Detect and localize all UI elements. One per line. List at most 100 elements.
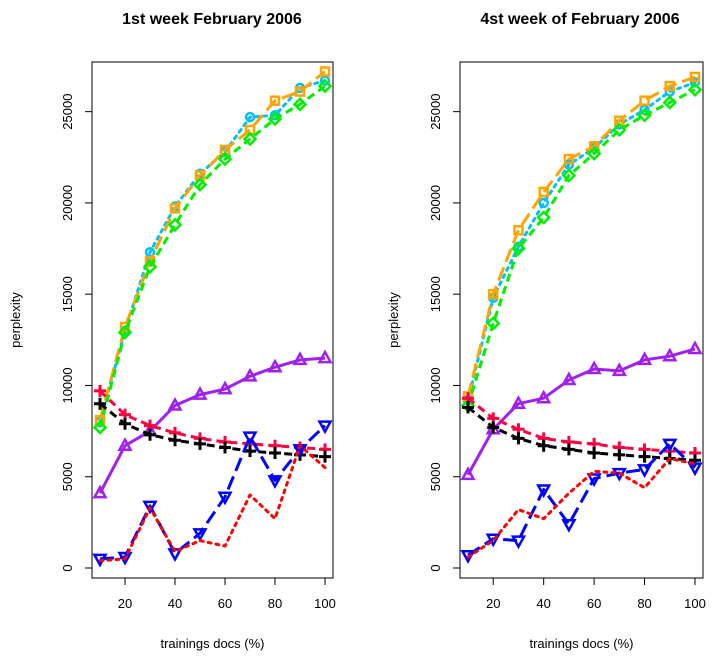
x-tick-label: 60 xyxy=(587,596,601,611)
data-point xyxy=(639,95,650,106)
series-line-3 xyxy=(98,84,326,428)
data-point xyxy=(169,434,181,447)
data-point xyxy=(513,225,524,236)
series-line-4 xyxy=(466,347,696,476)
chart-panel-2: 4st week of February 2006 trainings docs … xyxy=(386,11,706,651)
data-point xyxy=(119,417,131,430)
data-point xyxy=(94,384,106,397)
data-point xyxy=(487,421,500,434)
data-point xyxy=(536,484,552,499)
chart-panel-1: 1st week February 2006 trainings docs (%)… xyxy=(8,11,336,651)
data-point xyxy=(588,446,601,459)
y-tick-label: 15000 xyxy=(428,276,443,312)
y-tick-label: 25000 xyxy=(428,94,443,130)
series-line-8 xyxy=(466,457,697,559)
series-line-1 xyxy=(98,79,327,424)
x-tick-label: 20 xyxy=(486,596,500,611)
data-point xyxy=(662,438,678,453)
plot-frame xyxy=(91,61,334,579)
data-point xyxy=(687,340,703,355)
y-tick-label: 20000 xyxy=(428,185,443,221)
data-point xyxy=(142,259,158,275)
data-point xyxy=(117,551,133,566)
data-point xyxy=(586,473,602,488)
data-point xyxy=(217,491,233,506)
data-point xyxy=(485,533,501,548)
data-point xyxy=(169,203,181,214)
data-point xyxy=(244,111,256,123)
data-point xyxy=(117,437,133,451)
data-point xyxy=(317,78,333,94)
data-point xyxy=(242,367,258,382)
data-point xyxy=(687,462,703,477)
data-point xyxy=(536,389,552,404)
data-point xyxy=(561,518,577,533)
data-point xyxy=(511,241,526,256)
plot-frame xyxy=(459,61,704,579)
data-point xyxy=(194,437,206,450)
data-point xyxy=(561,371,577,386)
y-axis-label: perplexity xyxy=(386,292,401,348)
data-point xyxy=(588,141,600,152)
y-tick-label: 25000 xyxy=(60,94,75,130)
data-point xyxy=(317,349,333,364)
data-point xyxy=(192,385,208,400)
data-point xyxy=(94,397,106,410)
data-point xyxy=(292,97,308,112)
data-point xyxy=(242,431,258,446)
y-tick-label: 0 xyxy=(60,564,75,571)
data-point xyxy=(662,347,678,362)
data-point xyxy=(662,95,678,110)
x-tick-label: 100 xyxy=(314,596,336,611)
x-tick-label: 80 xyxy=(268,596,282,611)
data-point xyxy=(192,177,208,192)
data-point xyxy=(538,186,549,198)
x-axis-label: trainings docs (%) xyxy=(529,636,633,651)
data-point xyxy=(638,450,651,463)
data-point xyxy=(637,108,652,123)
data-point xyxy=(92,484,108,499)
data-point xyxy=(217,380,233,395)
data-point xyxy=(563,153,575,165)
x-tick-label: 40 xyxy=(536,596,550,611)
data-point xyxy=(317,420,333,435)
data-point xyxy=(217,151,233,167)
data-point xyxy=(244,445,256,458)
y-tick-label: 20000 xyxy=(60,185,75,221)
data-point xyxy=(192,528,208,542)
data-point xyxy=(613,448,626,461)
data-point xyxy=(485,316,501,331)
y-tick-label: 0 xyxy=(428,564,443,571)
data-point xyxy=(636,351,653,366)
data-point xyxy=(119,321,131,333)
data-point xyxy=(537,439,550,452)
y-tick-label: 5000 xyxy=(60,462,75,491)
data-point xyxy=(512,432,525,445)
series-line-5 xyxy=(98,389,326,451)
data-point xyxy=(612,122,627,138)
data-point xyxy=(294,86,306,97)
data-point xyxy=(510,535,527,550)
y-tick-label: 10000 xyxy=(60,367,75,403)
chart-title: 4st week of February 2006 xyxy=(480,11,679,28)
x-tick-label: 100 xyxy=(684,596,706,611)
y-axis-label: perplexity xyxy=(8,292,23,348)
data-point xyxy=(460,466,476,481)
x-tick-label: 80 xyxy=(637,596,651,611)
data-point xyxy=(144,428,156,441)
x-tick-label: 60 xyxy=(218,596,232,611)
data-point xyxy=(689,71,701,83)
data-point xyxy=(267,358,283,373)
data-point xyxy=(462,401,474,414)
series-line-4 xyxy=(98,356,326,494)
series-line-8 xyxy=(98,444,327,563)
data-point xyxy=(92,420,108,435)
data-point xyxy=(536,210,551,225)
series-line-5 xyxy=(467,397,696,455)
data-point xyxy=(586,146,602,161)
y-tick-label: 5000 xyxy=(428,462,443,491)
data-point xyxy=(269,446,281,459)
data-point xyxy=(269,95,281,106)
data-point xyxy=(562,443,575,456)
data-point xyxy=(292,351,308,366)
